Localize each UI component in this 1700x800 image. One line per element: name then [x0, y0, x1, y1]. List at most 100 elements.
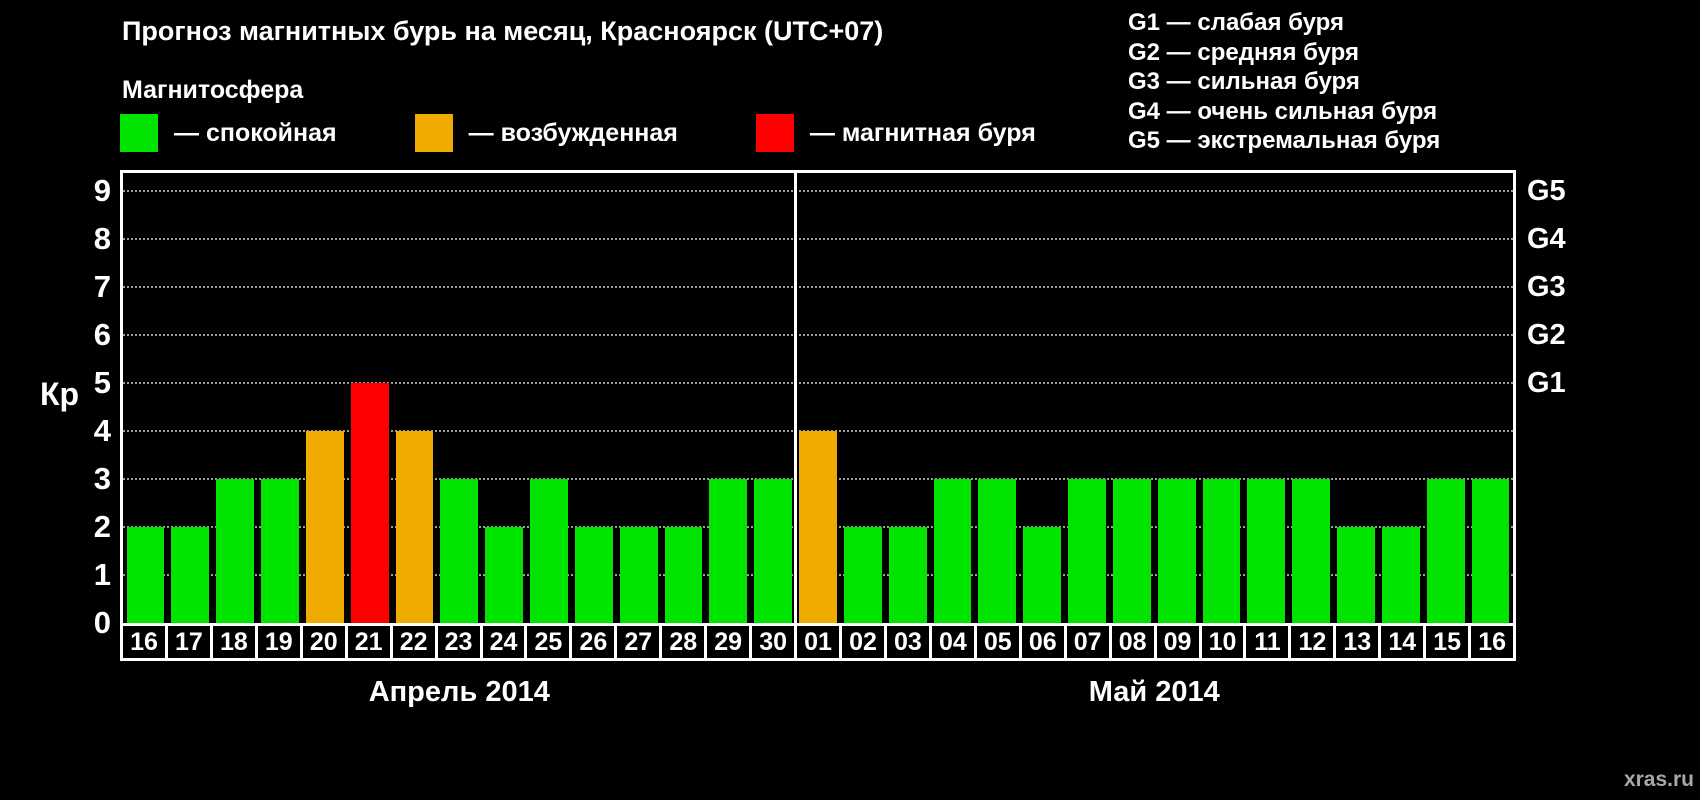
day-label: 16 [1468, 623, 1517, 661]
g-axis-tick-label: G5 [1527, 175, 1566, 207]
kp-bar [395, 431, 434, 623]
y-axis-tick-label: 0 [93, 605, 111, 640]
day-label: 26 [569, 623, 618, 661]
day-label: 29 [704, 623, 753, 661]
kp-bar [530, 479, 568, 623]
legend-item-quiet: — спокойная [120, 114, 337, 152]
g-legend-line-g4: G4 — очень сильная буря [1128, 97, 1438, 125]
watermark: xras.ru [1623, 768, 1694, 791]
day-label: 02 [839, 623, 887, 661]
quiet-color-swatch [120, 114, 158, 152]
day-label: 22 [389, 623, 438, 661]
day-label: 07 [1063, 623, 1112, 661]
kp-bar [1247, 479, 1286, 623]
kp-bar [574, 527, 613, 623]
day-label: 27 [614, 623, 663, 661]
y-axis-tick-label: 5 [93, 365, 111, 400]
kp-bar [1112, 479, 1151, 623]
y-axis-tick-label: 8 [93, 221, 111, 256]
day-label: 05 [973, 623, 1022, 661]
day-label: 25 [524, 623, 573, 661]
kp-bar [843, 527, 882, 623]
day-label: 14 [1378, 623, 1427, 661]
kp-bar [1426, 479, 1465, 623]
y-axis-tick-label: 4 [93, 413, 111, 448]
kp-bar [1381, 527, 1420, 623]
day-label: 15 [1423, 623, 1472, 661]
day-label: 01 [794, 623, 842, 661]
kp-gridline [123, 238, 1513, 240]
kp-bar [440, 479, 479, 623]
kp-bar [305, 431, 344, 623]
storm-color-swatch [755, 114, 794, 152]
kp-gridline [123, 286, 1513, 288]
month-label: Май 2014 [1088, 676, 1220, 708]
g-axis-tick-label: G2 [1527, 319, 1566, 351]
g-axis-tick-label: G1 [1527, 367, 1566, 399]
month-separator [794, 173, 798, 623]
kp-bar [350, 383, 389, 623]
kp-bar [709, 479, 748, 623]
kp-bar [978, 479, 1017, 623]
kp-gridline [123, 334, 1513, 336]
day-label: 04 [928, 623, 977, 661]
kp-bar [799, 431, 837, 623]
kp-bar [933, 479, 972, 623]
g-legend-line-g2: G2 — средняя буря [1128, 38, 1359, 66]
kp-bar [261, 479, 299, 623]
page-title: Прогноз магнитных бурь на месяц, Красноя… [122, 16, 884, 46]
y-axis-tick-label: 3 [93, 461, 111, 496]
y-axis-tick-label: 6 [93, 317, 111, 352]
g-legend-line-g5: G5 — экстремальная буря [1128, 127, 1441, 154]
day-label: 08 [1108, 623, 1157, 661]
day-label: 17 [164, 623, 213, 661]
legend-item-storm: — магнитная буря [755, 114, 1036, 152]
day-label: 09 [1153, 623, 1202, 661]
kp-bar [1068, 479, 1106, 623]
kp-bar [216, 479, 254, 623]
kp-bar [1471, 479, 1510, 623]
day-label: 24 [479, 623, 528, 661]
month-labels: Апрель 2014 Май 2014 [120, 676, 1516, 716]
excited-color-swatch [414, 114, 453, 152]
magnetosphere-legend: — спокойная — возбужденная — магнитная б… [120, 114, 1036, 152]
magnetosphere-legend-title: Магнитосфера [122, 76, 304, 104]
day-label: 23 [434, 623, 483, 661]
y-axis-tick-label: 9 [93, 173, 111, 208]
g-scale-legend: G1 — слабая буря G2 — средняя буря G3 — … [1128, 8, 1440, 156]
day-label: 18 [209, 623, 258, 661]
legend-quiet-label: — спокойная [174, 118, 337, 147]
day-axis: 16 17 18 19 20 21 22 23 24 25 26 27 28 29 30 01 02 03 04 05… [120, 623, 1517, 661]
legend-excited-label: — возбужденная [468, 118, 678, 147]
kp-bar [171, 527, 210, 623]
y-axis-title: Кр [40, 376, 80, 412]
kp-bar [619, 527, 658, 623]
kp-gridline [123, 190, 1513, 192]
day-label: 13 [1333, 623, 1382, 661]
kp-bar [1202, 479, 1241, 623]
day-label: 21 [344, 623, 393, 661]
g-legend-line-g1: G1 — слабая буря [1128, 9, 1345, 36]
plot-area: 0 1 2 3 4 5 6 7 8 9 G1 G2 G3 G4 G5 [94, 170, 1566, 640]
kp-bar [1337, 527, 1375, 623]
day-label: 12 [1288, 623, 1337, 661]
kp-bar [485, 527, 524, 623]
day-label: 28 [659, 623, 708, 661]
legend-item-excited: — возбужденная [414, 114, 678, 152]
g-axis-tick-label: G3 [1527, 271, 1566, 303]
g-axis-tick-label: G4 [1527, 223, 1566, 255]
kp-bar [888, 527, 927, 623]
day-label: 30 [749, 623, 798, 661]
day-label: 11 [1243, 623, 1292, 661]
kp-bar [664, 527, 703, 623]
day-label: 16 [120, 623, 168, 661]
day-label: 03 [883, 623, 932, 661]
month-label: Апрель 2014 [368, 676, 550, 708]
y-axis-tick-label: 1 [93, 557, 111, 592]
kp-gridline [123, 382, 1513, 384]
kp-bar [1157, 479, 1196, 623]
day-label: 19 [254, 623, 303, 661]
legend-storm-label: — магнитная буря [809, 118, 1036, 147]
day-label: 10 [1198, 623, 1247, 661]
day-label: 20 [299, 623, 348, 661]
